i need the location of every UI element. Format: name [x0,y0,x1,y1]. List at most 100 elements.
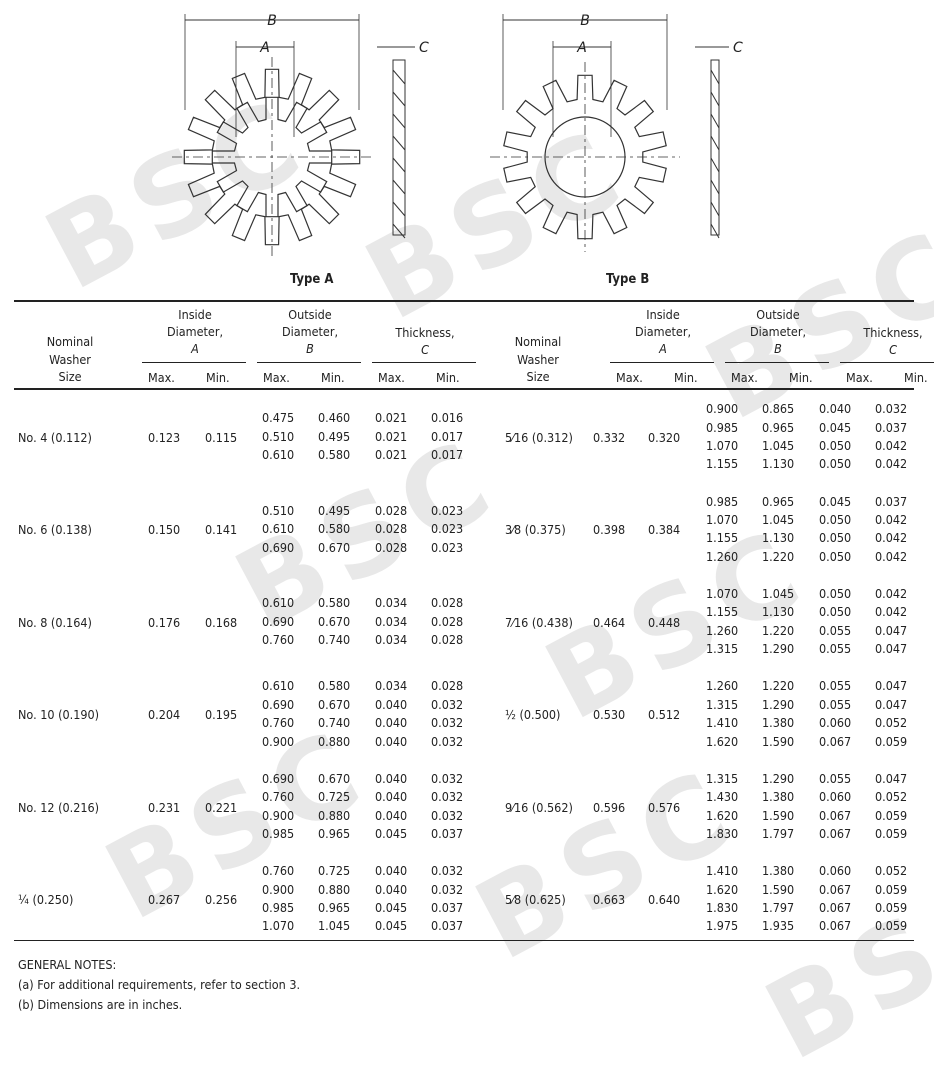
thickness-max: 0.034 [375,632,408,647]
thickness-min: 0.052 [875,789,908,805]
outside-diameter-max: 0.985 [262,826,295,841]
header-inside: Inside [646,307,680,322]
outside-diameter-min: 1.590 [762,881,795,897]
outside-diameter-min: 1.130 [762,604,795,620]
thickness-min: 0.059 [875,826,908,841]
outside-diameter-max: 0.610 [262,595,295,611]
header-group-rule [372,362,476,363]
thickness-max: 0.050 [819,512,852,527]
header-nominal-size: Nominal [46,334,94,349]
dim-a-type-b-label: A [576,40,587,56]
header-max: Max. [846,370,873,385]
type-a-label: Type A [290,272,334,287]
thickness-min: 0.023 [431,521,464,537]
outside-diameter-min: 0.965 [762,419,795,435]
thickness-max: 0.050 [819,604,852,620]
watermark-logo: BSC [745,843,934,1085]
header-min: Min. [904,370,928,385]
thickness-min: 0.042 [875,530,908,546]
thickness-max: 0.045 [819,493,852,509]
outside-diameter-min: 0.725 [318,863,351,879]
header-group-rule [257,362,361,363]
thickness-min: 0.028 [431,595,464,611]
thickness-max: 0.028 [375,539,408,555]
inside-diameter-max: 0.332 [593,430,626,445]
outside-diameter-max: 1.260 [706,548,739,564]
outside-diameter-min: 0.965 [762,493,795,509]
thickness-min: 0.047 [875,770,908,786]
thickness-max: 0.067 [819,733,852,749]
dim-b-type-b-label: B [580,13,590,29]
type-a-washer-outline [183,68,361,246]
header-min: Min. [674,370,698,385]
thickness-min: 0.037 [431,918,464,934]
thickness-min: 0.017 [431,447,464,463]
thickness-max: 0.067 [819,881,852,897]
inside-diameter-max: 0.150 [148,522,181,538]
thickness-max: 0.034 [375,613,408,629]
type-a-inner-teeth [211,96,333,218]
nominal-size: ½ (0.500) [505,707,561,723]
type-a-side-view [392,59,406,236]
outside-diameter-max: 0.690 [262,696,295,712]
outside-diameter-min: 0.965 [318,826,351,841]
header-nominal-size: Size [526,369,550,384]
header-inside: A [659,341,667,356]
thickness-max: 0.040 [375,733,408,749]
thickness-max: 0.021 [375,428,408,444]
type-b-twist-mark [710,113,720,129]
header-min: Min. [206,370,230,385]
outside-diameter-min: 0.670 [318,696,351,712]
inside-diameter-max: 0.398 [593,522,626,538]
type-a-twist-mark [392,113,406,129]
outside-diameter-min: 1.935 [762,918,795,934]
header-max: Max. [731,370,758,385]
thickness-min: 0.037 [431,826,464,841]
outside-diameter-min: 1.045 [762,512,795,527]
nominal-size: ¼ (0.250) [18,892,74,907]
outside-diameter-min: 0.580 [318,521,351,537]
inside-diameter-max: 0.464 [593,614,626,630]
outside-diameter-min: 0.580 [318,595,351,611]
thickness-min: 0.047 [875,622,908,638]
thickness-min: 0.032 [431,863,464,879]
thickness-min: 0.032 [431,733,464,749]
outside-diameter-min: 1.290 [762,770,795,786]
inside-diameter-max: 0.267 [148,892,181,907]
thickness-max: 0.067 [819,826,852,841]
inside-diameter-max: 0.596 [593,799,626,815]
thickness-min: 0.042 [875,586,908,601]
outside-diameter-max: 0.900 [262,733,295,749]
inside-diameter-min: 0.115 [205,430,238,445]
thickness-min: 0.032 [431,789,464,805]
outside-diameter-max: 0.510 [262,428,295,444]
inside-diameter-max: 0.231 [148,799,181,815]
inside-diameter-max: 0.176 [148,614,181,630]
header-outside: Diameter, [281,324,339,339]
type-a-twist-mark [392,179,406,195]
thickness-max: 0.050 [819,438,852,453]
thickness-max: 0.045 [375,918,408,934]
dim-b-type-a-label: B [267,13,277,29]
type-b-label: Type B [606,272,650,287]
thickness-max: 0.021 [375,410,408,426]
thickness-max: 0.028 [375,521,408,537]
header-outside: Outside [288,307,332,322]
inside-diameter-min: 0.141 [205,522,238,538]
thickness-min: 0.059 [875,733,908,749]
outside-diameter-max: 1.830 [706,826,739,841]
thickness-max: 0.040 [375,770,408,786]
outside-diameter-max: 1.315 [706,770,739,786]
outside-diameter-max: 0.690 [262,770,295,786]
thickness-min: 0.059 [875,900,908,915]
outside-diameter-min: 0.580 [318,678,351,694]
inside-diameter-min: 0.256 [205,892,238,907]
header-inside: Diameter, [634,324,692,339]
thickness-min: 0.032 [875,401,908,417]
outside-diameter-max: 0.610 [262,447,295,463]
thickness-min: 0.047 [875,641,908,657]
outside-diameter-min: 1.590 [762,733,795,749]
thickness-min: 0.037 [875,419,908,435]
thickness-max: 0.067 [819,900,852,915]
